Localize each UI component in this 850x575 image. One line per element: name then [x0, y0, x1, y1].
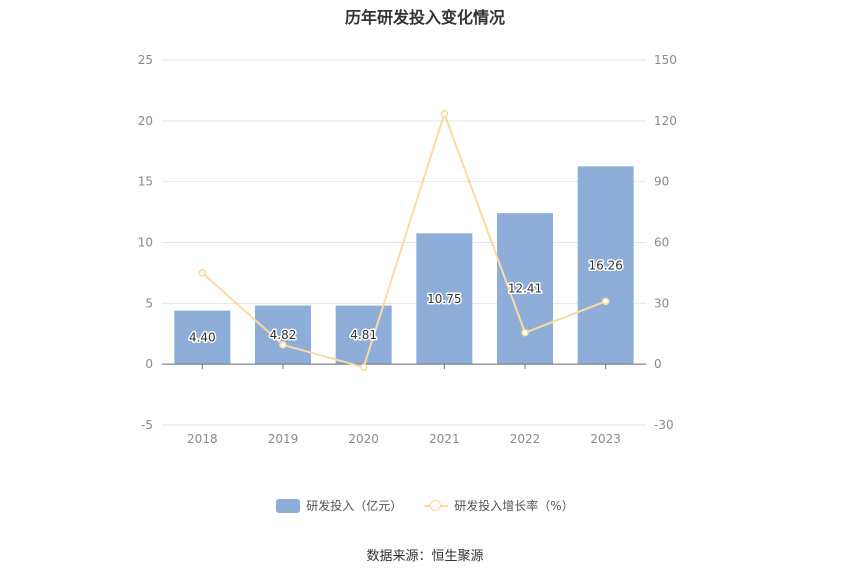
legend-item-bar[interactable]: 研发投入（亿元）	[276, 497, 402, 514]
bar	[255, 305, 311, 365]
y-right-tick-label: 30	[654, 296, 669, 310]
x-tick-label: 2023	[590, 432, 621, 446]
legend-item-line[interactable]: 研发投入增长率（%）	[424, 497, 574, 514]
legend-bar-label: 研发投入（亿元）	[306, 499, 403, 513]
growth-point	[198, 269, 207, 277]
x-tick-label: 2022	[510, 432, 541, 446]
legend-line-label: 研发投入增长率（%）	[454, 499, 574, 513]
x-tick-label: 2019	[268, 432, 299, 446]
growth-line	[201, 110, 607, 369]
bar-value-label: 4.81	[350, 328, 377, 342]
growth-point	[279, 341, 287, 349]
x-tick-label: 2018	[187, 432, 218, 446]
growth-point	[521, 328, 529, 337]
bar	[497, 213, 553, 365]
bar-value-label: 4.40	[189, 330, 216, 344]
bar	[335, 305, 392, 365]
y-left-tick-label: 15	[138, 175, 153, 189]
y-right-tick-label: 90	[654, 175, 669, 189]
y-left-tick-label: 25	[138, 53, 153, 67]
growth-point	[601, 297, 610, 306]
bar-value-label: 10.75	[427, 292, 461, 306]
growth-point	[440, 109, 449, 118]
y-left-tick-label: 10	[138, 236, 153, 250]
bar-value-label: 4.82	[270, 328, 297, 342]
y-right-tick-label: -30	[654, 418, 674, 432]
bar-value-label: 16.26	[588, 258, 622, 272]
legend-bar-swatch	[276, 498, 301, 513]
bar	[577, 166, 634, 365]
bar	[416, 233, 473, 365]
y-right-tick-label: 0	[654, 357, 662, 371]
x-tick-label: 2021	[429, 432, 460, 446]
growth-point	[359, 363, 368, 371]
bar-value-label: 12.41	[508, 282, 542, 296]
x-tick-label: 2020	[348, 432, 379, 446]
y-right-tick-label: 120	[654, 114, 677, 128]
data-source-note: 数据来源：恒生聚源	[366, 549, 484, 564]
bar	[174, 310, 231, 365]
y-right-tick-label: 150	[654, 53, 677, 67]
legend-line-swatch	[424, 499, 449, 513]
chart-legend: 研发投入（亿元） 研发投入增长率（%）	[0, 497, 850, 514]
y-left-tick-label: 5	[145, 296, 153, 310]
y-left-tick-label: -5	[141, 418, 153, 432]
chart-title: 历年研发投入变化情况	[344, 8, 505, 27]
y-right-tick-label: 60	[654, 236, 669, 250]
y-left-tick-label: 0	[145, 357, 153, 371]
y-left-tick-label: 20	[138, 114, 153, 128]
